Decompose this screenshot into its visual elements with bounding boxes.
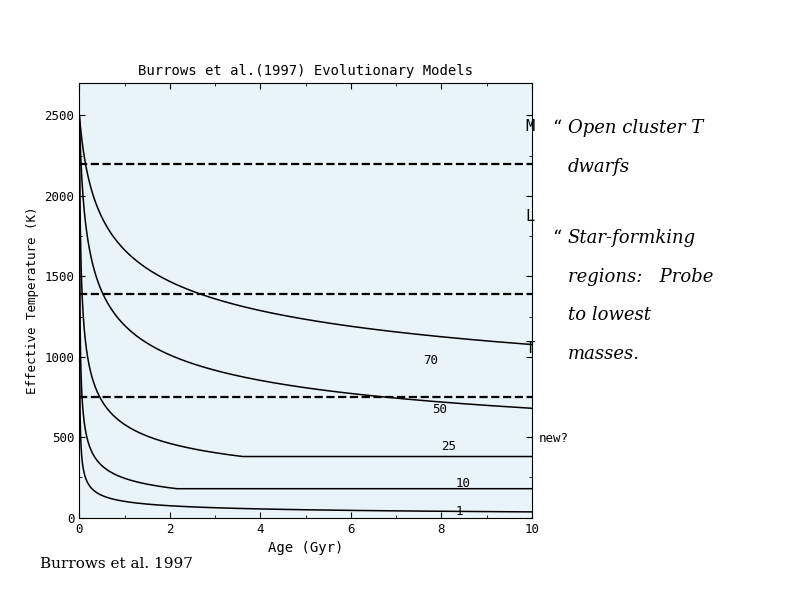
Text: “: “	[552, 229, 561, 247]
Text: M: M	[525, 119, 534, 134]
Title: Burrows et al.(1997) Evolutionary Models: Burrows et al.(1997) Evolutionary Models	[138, 64, 473, 78]
Text: Burrows et al. 1997: Burrows et al. 1997	[40, 557, 193, 571]
Text: 70: 70	[423, 354, 438, 367]
Text: T: T	[525, 342, 534, 356]
Text: L: L	[525, 209, 534, 224]
Text: dwarfs: dwarfs	[568, 158, 630, 176]
X-axis label: Age (Gyr): Age (Gyr)	[268, 541, 343, 555]
Text: new?: new?	[539, 433, 569, 445]
Text: 10: 10	[455, 477, 470, 490]
Text: regions:   Probe: regions: Probe	[568, 268, 713, 286]
Text: to lowest: to lowest	[568, 306, 651, 324]
Text: 50: 50	[433, 403, 447, 416]
Text: masses.: masses.	[568, 345, 640, 363]
Text: Star-formking: Star-formking	[568, 229, 696, 247]
Text: Open cluster T: Open cluster T	[568, 119, 703, 137]
Text: 25: 25	[441, 440, 457, 453]
Text: “: “	[552, 119, 561, 137]
Text: 1: 1	[455, 505, 463, 518]
Y-axis label: Effective Temperature (K): Effective Temperature (K)	[26, 206, 39, 394]
